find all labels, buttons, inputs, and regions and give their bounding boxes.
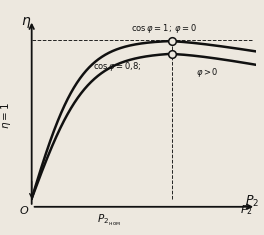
Text: $P_{2_{\rm \,ном}}$: $P_{2_{\rm \,ном}}$ [97, 213, 121, 228]
Text: $\cos\varphi=0{,}8;$: $\cos\varphi=0{,}8;$ [93, 60, 142, 73]
Text: $\eta=1$: $\eta=1$ [0, 102, 13, 129]
Text: $O$: $O$ [19, 204, 29, 216]
Text: $\cos\varphi=1\,;\,\varphi=0$: $\cos\varphi=1\,;\,\varphi=0$ [131, 22, 197, 35]
Text: $P_2$: $P_2$ [245, 194, 259, 209]
Text: $\varphi>0$: $\varphi>0$ [196, 66, 219, 79]
Text: $\eta$: $\eta$ [21, 15, 31, 30]
Text: $P_2$: $P_2$ [240, 203, 253, 217]
